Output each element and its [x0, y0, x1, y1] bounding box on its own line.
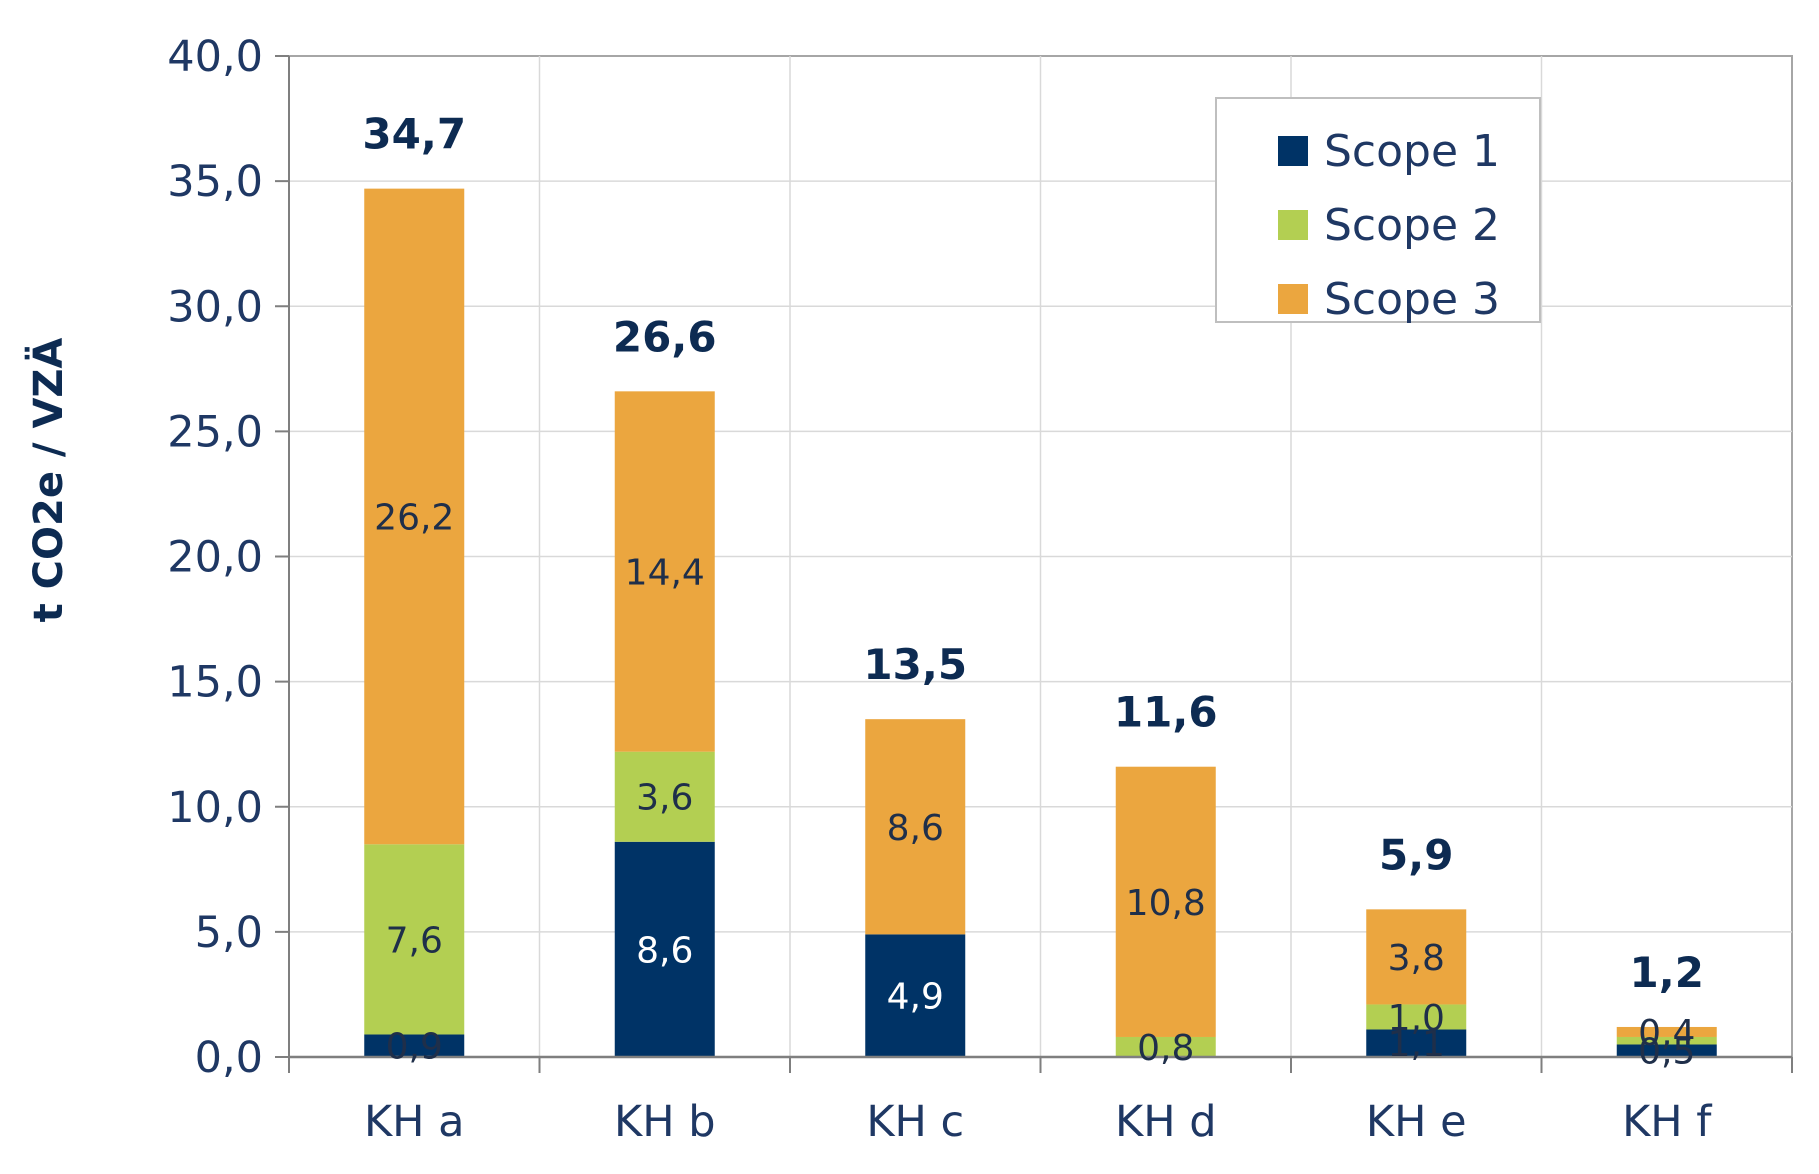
bar-scope-3-kh-d [1115, 766, 1216, 1037]
legend-box [1215, 97, 1541, 323]
total-label: 26,6 [613, 312, 717, 361]
bar-scope-3-kh-a [364, 188, 465, 845]
x-category-label: KH f [1622, 1097, 1712, 1147]
x-category-label: KH d [1115, 1097, 1217, 1147]
segment-label: 4,9 [887, 977, 944, 1018]
segment-label: 3,6 [636, 778, 693, 819]
y-axis-title: t CO2e / VZÄ [24, 338, 72, 623]
y-tick-label: 0,0 [195, 1033, 263, 1083]
bar-scope-1-kh-b [614, 841, 715, 1057]
x-category-label: KH b [614, 1097, 716, 1147]
bar-scope-2-kh-d [1115, 1036, 1216, 1057]
gridlines [288, 55, 1793, 1058]
bars [364, 188, 1717, 1057]
total-label: 13,5 [863, 640, 967, 689]
total-label: 1,2 [1630, 948, 1704, 997]
legend-entry: Scope 3 [1324, 274, 1500, 325]
x-category-label: KH c [866, 1097, 964, 1147]
segment-label: 10,8 [1126, 883, 1206, 924]
x-category-label: KH e [1366, 1097, 1467, 1147]
segment-label: 8,6 [636, 930, 693, 971]
total-label: 5,9 [1379, 830, 1453, 879]
y-tick-label: 10,0 [167, 783, 263, 833]
bar-scope-2-kh-b [614, 751, 715, 842]
bar-scope-1-kh-e [1366, 1029, 1467, 1057]
segment-label: 0,4 [1638, 1013, 1695, 1054]
bar-scope-2-kh-e [1366, 1004, 1467, 1030]
segment-label: 26,2 [374, 497, 454, 538]
y-tick-label: 35,0 [167, 157, 263, 207]
y-tick-label: 5,0 [195, 908, 263, 958]
y-tick-label: 40,0 [167, 32, 263, 82]
axes: 0,0 5,0 10,0 15,0 20,0 25,0 30,0 35,0 40,0 KH a KH… [167, 32, 1793, 1147]
bar-scope-3-kh-e [1366, 909, 1467, 1005]
segment-label: 7,6 [386, 920, 443, 961]
segment-label: 1,1 [1388, 1024, 1445, 1065]
legend: Scope 1 Scope 2 Scope 3 [1215, 97, 1541, 325]
segment-label: 8,6 [887, 808, 944, 849]
segment-label: 14,4 [625, 553, 705, 594]
segment-label: 1,0 [1388, 998, 1445, 1039]
y-tick-label: 30,0 [167, 282, 263, 332]
segment-label: 3,8 [1388, 938, 1445, 979]
legend-swatch [1278, 136, 1308, 166]
bar-scope-1-kh-c [865, 934, 966, 1057]
bar-scope-3-kh-f [1616, 1026, 1717, 1037]
x-category-label: KH a [364, 1097, 465, 1147]
y-tick-label: 25,0 [167, 407, 263, 457]
legend-swatch [1278, 210, 1308, 240]
bar-scope-1-kh-f [1616, 1044, 1717, 1057]
segment-label: 0,8 [1137, 1028, 1194, 1069]
legend-entry: Scope 2 [1324, 200, 1500, 251]
segment-label: 0,5 [1638, 1032, 1695, 1073]
bar-scope-3-kh-b [614, 391, 715, 752]
legend-swatch [1278, 284, 1308, 314]
bar-scope-2-kh-a [364, 844, 465, 1035]
y-tick-label: 20,0 [167, 533, 263, 583]
data-labels: 0,9 7,6 26,2 34,7 8,6 3,6 14,4 26,6 4,9 8,6 13,5 0,… [362, 110, 1704, 1073]
total-label: 11,6 [1114, 688, 1218, 737]
legend-entry: Scope 1 [1324, 126, 1500, 177]
bar-scope-2-kh-f [1616, 1036, 1717, 1045]
y-tick-label: 15,0 [167, 658, 263, 708]
segment-label: 0,9 [386, 1027, 443, 1068]
bar-scope-3-kh-c [865, 719, 966, 935]
total-label: 34,7 [362, 110, 466, 159]
bar-scope-1-kh-a [364, 1034, 465, 1057]
